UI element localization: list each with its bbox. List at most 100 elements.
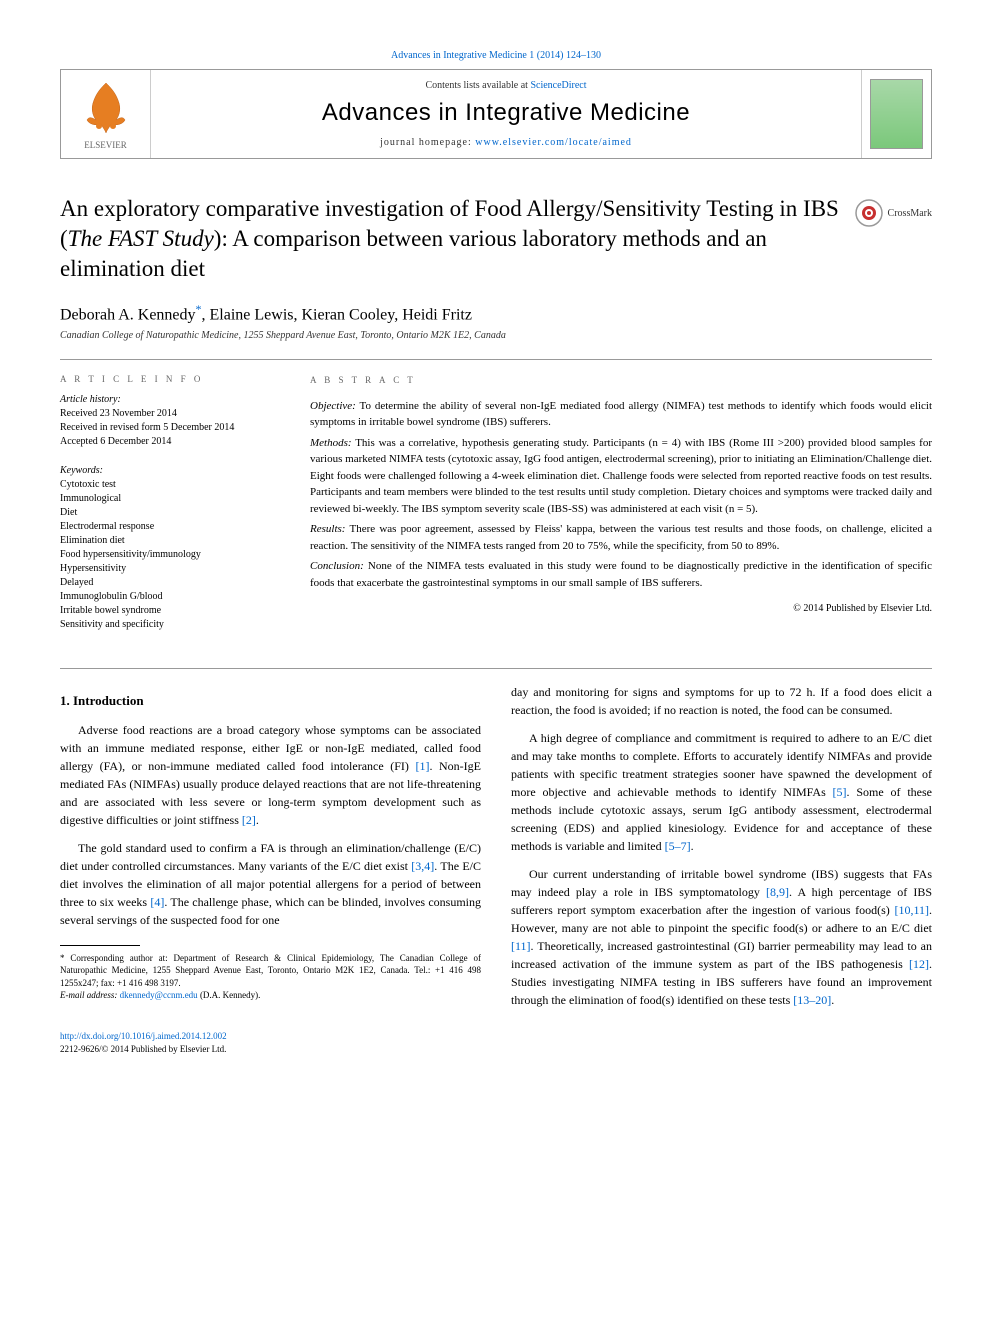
corr-author-text: * Corresponding author at: Department of… [60, 952, 481, 990]
ref-link[interactable]: [5] [833, 785, 847, 799]
keyword: Hypersensitivity [60, 562, 280, 576]
article-info: A R T I C L E I N F O Article history: R… [60, 374, 280, 648]
abstract-results: Results: There was poor agreement, asses… [310, 521, 932, 554]
email-suffix: (D.A. Kennedy). [198, 990, 261, 1000]
keywords-label: Keywords: [60, 465, 280, 476]
ref-link[interactable]: [3,4] [411, 859, 434, 873]
journal-cover[interactable] [861, 70, 931, 158]
body-p4: Our current understanding of irritable b… [511, 865, 932, 1009]
results-text: There was poor agreement, assessed by Fl… [310, 523, 932, 552]
author-3[interactable]: Kieran Cooley [301, 306, 394, 323]
author-2[interactable]: Elaine Lewis [210, 306, 294, 323]
keyword: Electrodermal response [60, 520, 280, 534]
body-p2-cont: day and monitoring for signs and symptom… [511, 683, 932, 719]
author-1[interactable]: Deborah A. Kennedy [60, 306, 196, 323]
abstract-methods: Methods: This was a correlative, hypothe… [310, 435, 932, 518]
ref-link[interactable]: [12] [909, 957, 929, 971]
sciencedirect-link[interactable]: ScienceDirect [530, 80, 586, 91]
cover-thumbnail [870, 79, 923, 149]
article-info-heading: A R T I C L E I N F O [60, 374, 280, 384]
p4-text-f: . [831, 993, 834, 1007]
journal-citation[interactable]: Advances in Integrative Medicine 1 (2014… [60, 50, 932, 61]
elsevier-label: ELSEVIER [84, 140, 127, 150]
elsevier-tree-icon [81, 78, 131, 138]
journal-header: ELSEVIER Contents lists available at Sci… [60, 69, 932, 159]
ref-link[interactable]: [2] [242, 813, 256, 827]
corresponding-asterisk: * [196, 302, 202, 316]
body-p3: A high degree of compliance and commitme… [511, 729, 932, 855]
footnote-separator [60, 945, 140, 946]
title-italic: The FAST Study [68, 226, 214, 251]
abstract-objective: Objective: To determine the ability of s… [310, 398, 932, 431]
ref-link[interactable]: [1] [415, 759, 429, 773]
article-history: Article history: Received 23 November 20… [60, 394, 280, 449]
keyword: Delayed [60, 576, 280, 590]
corr-email: E-mail address: dkennedy@ccnm.edu (D.A. … [60, 989, 481, 1002]
keyword: Food hypersensitivity/immunology [60, 548, 280, 562]
header-center: Contents lists available at ScienceDirec… [151, 70, 861, 158]
divider-top [60, 359, 932, 360]
bottom-info: http://dx.doi.org/10.1016/j.aimed.2014.1… [60, 1030, 932, 1055]
ref-link[interactable]: [4] [150, 895, 164, 909]
corresponding-footnote: * Corresponding author at: Department of… [60, 952, 481, 1002]
section-1-heading: 1. Introduction [60, 691, 481, 711]
p3-text-c: . [691, 839, 694, 853]
body-p1: Adverse food reactions are a broad categ… [60, 721, 481, 829]
keyword: Irritable bowel syndrome [60, 604, 280, 618]
keywords-section: Keywords: Cytotoxic test Immunological D… [60, 465, 280, 632]
results-label: Results: [310, 523, 345, 535]
divider-bottom [60, 668, 932, 669]
objective-text: To determine the ability of several non-… [310, 400, 932, 429]
conclusion-label: Conclusion: [310, 560, 364, 572]
affiliation: Canadian College of Naturopathic Medicin… [60, 330, 932, 341]
crossmark-badge[interactable]: CrossMark [855, 199, 932, 227]
ref-link[interactable]: [11] [511, 939, 531, 953]
ref-link[interactable]: [13–20] [793, 993, 831, 1007]
p2-text-d: day and monitoring for signs and symptom… [511, 685, 932, 717]
authors-list: Deborah A. Kennedy*, Elaine Lewis, Kiera… [60, 302, 932, 324]
journal-homepage: journal homepage: www.elsevier.com/locat… [161, 137, 851, 148]
article-title: An exploratory comparative investigation… [60, 194, 840, 284]
keyword: Diet [60, 506, 280, 520]
abstract: A B S T R A C T Objective: To determine … [310, 374, 932, 648]
keyword: Immunoglobulin G/blood [60, 590, 280, 604]
page-container: Advances in Integrative Medicine 1 (2014… [0, 0, 992, 1106]
homepage-prefix: journal homepage: [380, 137, 475, 148]
abstract-copyright: © 2014 Published by Elsevier Ltd. [310, 601, 932, 616]
doi-link[interactable]: http://dx.doi.org/10.1016/j.aimed.2014.1… [60, 1031, 227, 1041]
issn-copyright: 2212-9626/© 2014 Published by Elsevier L… [60, 1043, 932, 1056]
crossmark-icon [855, 199, 883, 227]
keyword: Sensitivity and specificity [60, 618, 280, 632]
ref-link[interactable]: [8,9] [766, 885, 789, 899]
keyword: Immunological [60, 492, 280, 506]
p1-text-c: . [256, 813, 259, 827]
contents-list-text: Contents lists available at ScienceDirec… [161, 80, 851, 91]
accepted-date: Accepted 6 December 2014 [60, 435, 280, 449]
title-row: An exploratory comparative investigation… [60, 194, 932, 284]
methods-text: This was a correlative, hypothesis gener… [310, 437, 932, 515]
keyword: Elimination diet [60, 534, 280, 548]
p4-text-d: . Theoretically, increased gastrointesti… [511, 939, 932, 971]
author-4[interactable]: Heidi Fritz [402, 306, 472, 323]
body-text: 1. Introduction Adverse food reactions a… [60, 683, 932, 1010]
history-label: Article history: [60, 394, 280, 405]
email-label: E-mail address: [60, 990, 120, 1000]
objective-label: Objective: [310, 400, 356, 412]
keyword: Cytotoxic test [60, 478, 280, 492]
ref-link[interactable]: [10,11] [894, 903, 929, 917]
abstract-heading: A B S T R A C T [310, 374, 932, 388]
contents-prefix: Contents lists available at [425, 80, 530, 91]
body-p2: The gold standard used to confirm a FA i… [60, 839, 481, 929]
crossmark-label: CrossMark [888, 208, 932, 219]
elsevier-logo[interactable]: ELSEVIER [61, 70, 151, 158]
journal-name: Advances in Integrative Medicine [161, 99, 851, 127]
email-link[interactable]: dkennedy@ccnm.edu [120, 990, 198, 1000]
revised-date: Received in revised form 5 December 2014 [60, 421, 280, 435]
ref-link[interactable]: [5–7] [665, 839, 691, 853]
homepage-link[interactable]: www.elsevier.com/locate/aimed [475, 137, 632, 148]
abstract-conclusion: Conclusion: None of the NIMFA tests eval… [310, 558, 932, 591]
received-date: Received 23 November 2014 [60, 407, 280, 421]
conclusion-text: None of the NIMFA tests evaluated in thi… [310, 560, 932, 589]
methods-label: Methods: [310, 437, 352, 449]
info-abstract-row: A R T I C L E I N F O Article history: R… [60, 374, 932, 648]
